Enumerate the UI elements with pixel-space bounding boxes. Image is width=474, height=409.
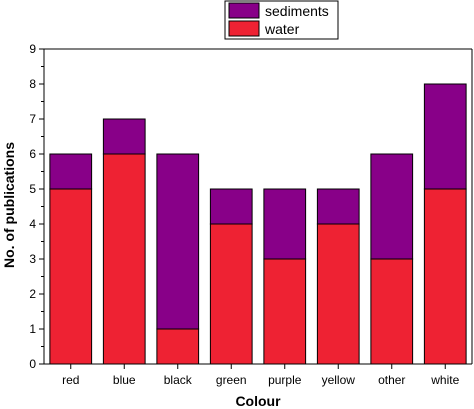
bar-sediments-red [49,153,93,190]
legend-swatch-sediments [228,2,260,19]
y-tick-label: 7 [29,112,36,126]
x-tick-label: green [216,373,247,387]
x-tick-label: blue [113,373,136,387]
bar-sediments-blue [102,118,146,155]
legend-label-water: water [264,21,300,37]
y-tick-label: 6 [29,147,36,161]
x-tick-label: other [378,373,405,387]
legend-label-sediments: sediments [265,3,329,19]
bar-water-purple [263,258,307,365]
y-tick-label: 8 [29,77,36,91]
bar-sediments-yellow [316,188,360,225]
y-tick-label: 5 [29,182,36,196]
x-tick-label: black [164,373,193,387]
bar-sediments-purple [263,188,307,260]
legend-swatch-water [228,20,260,37]
x-tick-label: red [62,373,79,387]
y-tick-label: 4 [29,217,36,231]
y-tick-label: 9 [29,42,36,56]
legend: sediments water [224,0,339,40]
y-axis-title: No. of publications [1,142,17,268]
bar-water-black [156,328,200,365]
bar-sediments-other [370,153,414,260]
bar-sediments-black [156,153,200,330]
bar-water-yellow [316,223,360,365]
bar-sediments-green [209,188,253,225]
x-axis-title: Colour [235,393,281,409]
bar-water-green [209,223,253,365]
x-tick-label: white [430,373,459,387]
x-tick-label: purple [268,373,302,387]
y-tick-label: 1 [29,322,36,336]
bars-group [49,83,467,365]
bar-water-red [49,188,93,365]
bar-water-white [423,188,467,365]
x-tick-label: yellow [322,373,356,387]
bar-water-blue [102,153,146,365]
bar-water-other [370,258,414,365]
y-ticks-group: 0 1 2 3 4 5 6 7 8 9 [29,42,44,371]
bar-sediments-white [423,83,467,190]
y-tick-label: 0 [29,357,36,371]
y-tick-label: 2 [29,287,36,301]
x-ticks-group: red blue black green purple yellow other white [62,364,460,387]
y-tick-label: 3 [29,252,36,266]
